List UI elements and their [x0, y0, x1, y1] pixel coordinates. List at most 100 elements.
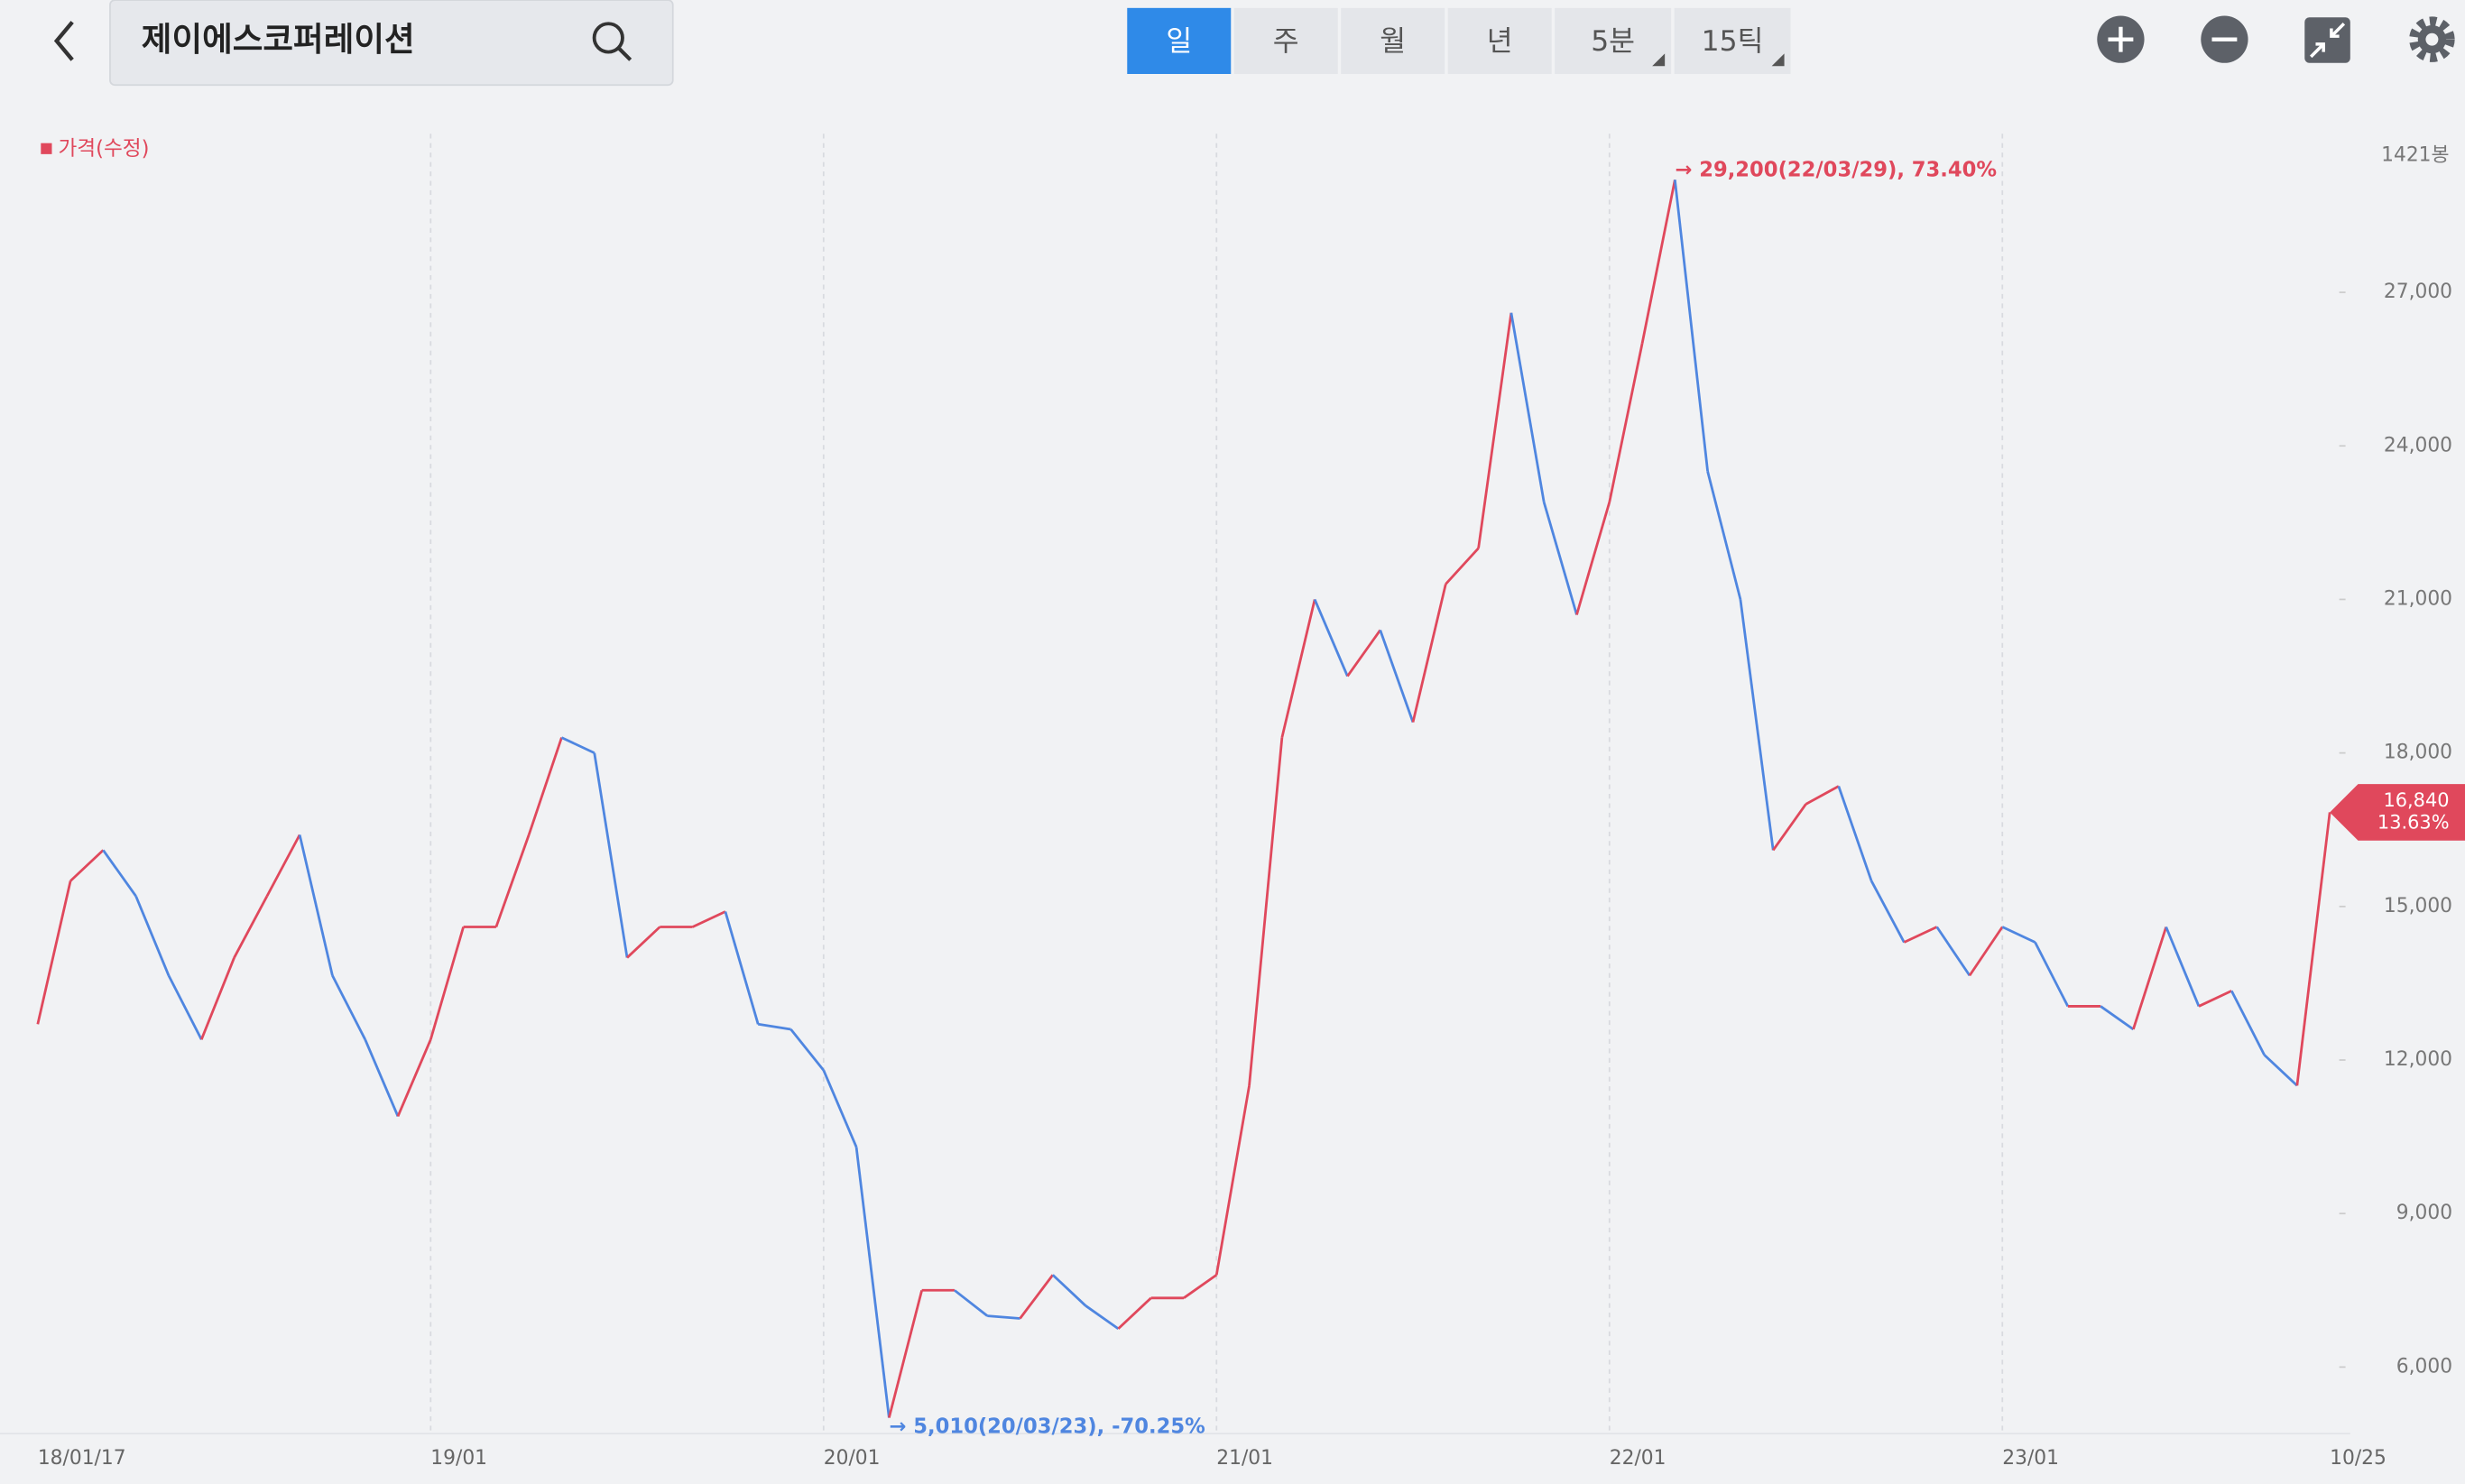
price-segment [1968, 926, 2004, 977]
x-tick-label: 20/01 [824, 1447, 881, 1470]
price-tag-change: 13.63% [2377, 812, 2450, 834]
price-segment [1051, 1274, 1087, 1307]
legend-label: 가격(수정) [58, 137, 149, 161]
price-segment [1214, 1085, 1251, 1276]
price-segment [1903, 926, 1938, 944]
x-tick-label: 10/25 [2330, 1447, 2387, 1470]
price-segment [1935, 926, 1971, 977]
x-tick-label: 18/01/17 [38, 1447, 126, 1470]
price-segment [1837, 786, 1873, 881]
price-segment [298, 834, 334, 976]
x-tick-label: 22/01 [1610, 1447, 1666, 1470]
tab-corner [1652, 53, 1666, 67]
price-segment [102, 849, 137, 898]
plot: 6,000 9,000 12,000 15,000 18,000 21,000 24,000… [36, 134, 2465, 1470]
price-segment [527, 737, 563, 835]
price-segment [1445, 547, 1480, 585]
price-segment [2230, 990, 2266, 1055]
toolbar [2097, 15, 2455, 63]
price-segment [1805, 785, 1840, 806]
tab-label: 5분 [1591, 25, 1635, 58]
price-segment [2001, 926, 2036, 944]
price-segment [36, 880, 72, 1025]
price-segment [2263, 1054, 2298, 1087]
price-segment [1870, 880, 1906, 944]
price-segment [2295, 812, 2331, 1086]
tab[interactable] [1555, 7, 1672, 75]
price-segment [954, 1289, 989, 1317]
search-icon[interactable] [592, 22, 624, 54]
price-segment [1280, 599, 1316, 738]
price-tag-price: 16,840 [2383, 789, 2449, 811]
tab[interactable] [1233, 7, 1338, 75]
x-tick-label: 23/01 [2002, 1447, 2059, 1470]
price-segment [134, 895, 171, 976]
tab[interactable] [1341, 7, 1445, 75]
y-tick-label: 24,000 [2384, 434, 2452, 456]
zoom-in-icon [2108, 26, 2134, 52]
price-segment [494, 834, 531, 927]
period-tabs: 일 주 월 년 5분 15틱 [1127, 7, 1791, 75]
price-segment [1608, 343, 1644, 502]
collapse-icon [2310, 23, 2346, 59]
price-segment [1673, 180, 1710, 472]
x-tick-label: 19/01 [430, 1447, 487, 1470]
settings[interactable] [2409, 16, 2455, 62]
y-tick-label: 21,000 [2384, 587, 2452, 610]
min-annotation: → 5,010(20/03/23), -70.25% [889, 1415, 1205, 1439]
price-segment [822, 1069, 858, 1148]
tab-label: 월 [1380, 25, 1406, 58]
price-segment [1019, 1274, 1054, 1320]
y-tick-label: 9,000 [2396, 1202, 2452, 1224]
price-segment [2100, 1005, 2135, 1031]
price-segment [1739, 599, 1775, 851]
price-segment [2165, 926, 2201, 1007]
search-icon-handle [618, 47, 632, 61]
price-segment [1117, 1296, 1152, 1330]
tab[interactable] [1447, 7, 1552, 75]
price-segment [1706, 471, 1742, 600]
tab[interactable] [1127, 7, 1232, 75]
price-segment [888, 1289, 924, 1418]
x-tick-label: 21/01 [1216, 1447, 1273, 1470]
tab-corner [1771, 53, 1785, 67]
price-segment [692, 910, 726, 928]
price-tag [2330, 784, 2465, 841]
price-segment [265, 834, 301, 898]
price-segment [2034, 941, 2070, 1008]
back-button[interactable] [53, 21, 74, 61]
price-segment [987, 1314, 1020, 1320]
price-segment [1575, 502, 1611, 615]
price-segment [1542, 502, 1578, 615]
price-segment [1509, 312, 1546, 502]
price-segment [1411, 584, 1447, 723]
price-segment [331, 974, 366, 1040]
price-segment [429, 926, 465, 1040]
max-annotation: → 29,200(22/03/29), 73.40% [1675, 158, 1997, 181]
price-segment [396, 1038, 432, 1117]
tab-label: 일 [1166, 25, 1192, 58]
price-segment [1477, 312, 1513, 548]
candle-count: 1421봉 [2381, 144, 2449, 167]
tab[interactable] [1674, 7, 1791, 75]
y-tick-label: 15,000 [2384, 895, 2452, 917]
stock-name: 제이에스코퍼레이션 [142, 20, 415, 59]
y-tick-label: 12,000 [2384, 1048, 2452, 1071]
price-segment [199, 957, 235, 1040]
price-segment [854, 1147, 891, 1418]
legend-swatch [41, 143, 52, 154]
search-box[interactable] [109, 0, 674, 87]
y-tick-label: 27,000 [2384, 281, 2452, 303]
price-segment [1379, 630, 1415, 724]
price-segment [1248, 737, 1284, 1086]
price-segment [560, 736, 595, 754]
price-segment [69, 849, 105, 882]
y-tick-label: 18,000 [2384, 742, 2452, 764]
y-tick-label: 6,000 [2396, 1355, 2452, 1378]
price-segment [1183, 1274, 1218, 1299]
settings-hole [2425, 32, 2439, 46]
price-segment [233, 895, 269, 959]
